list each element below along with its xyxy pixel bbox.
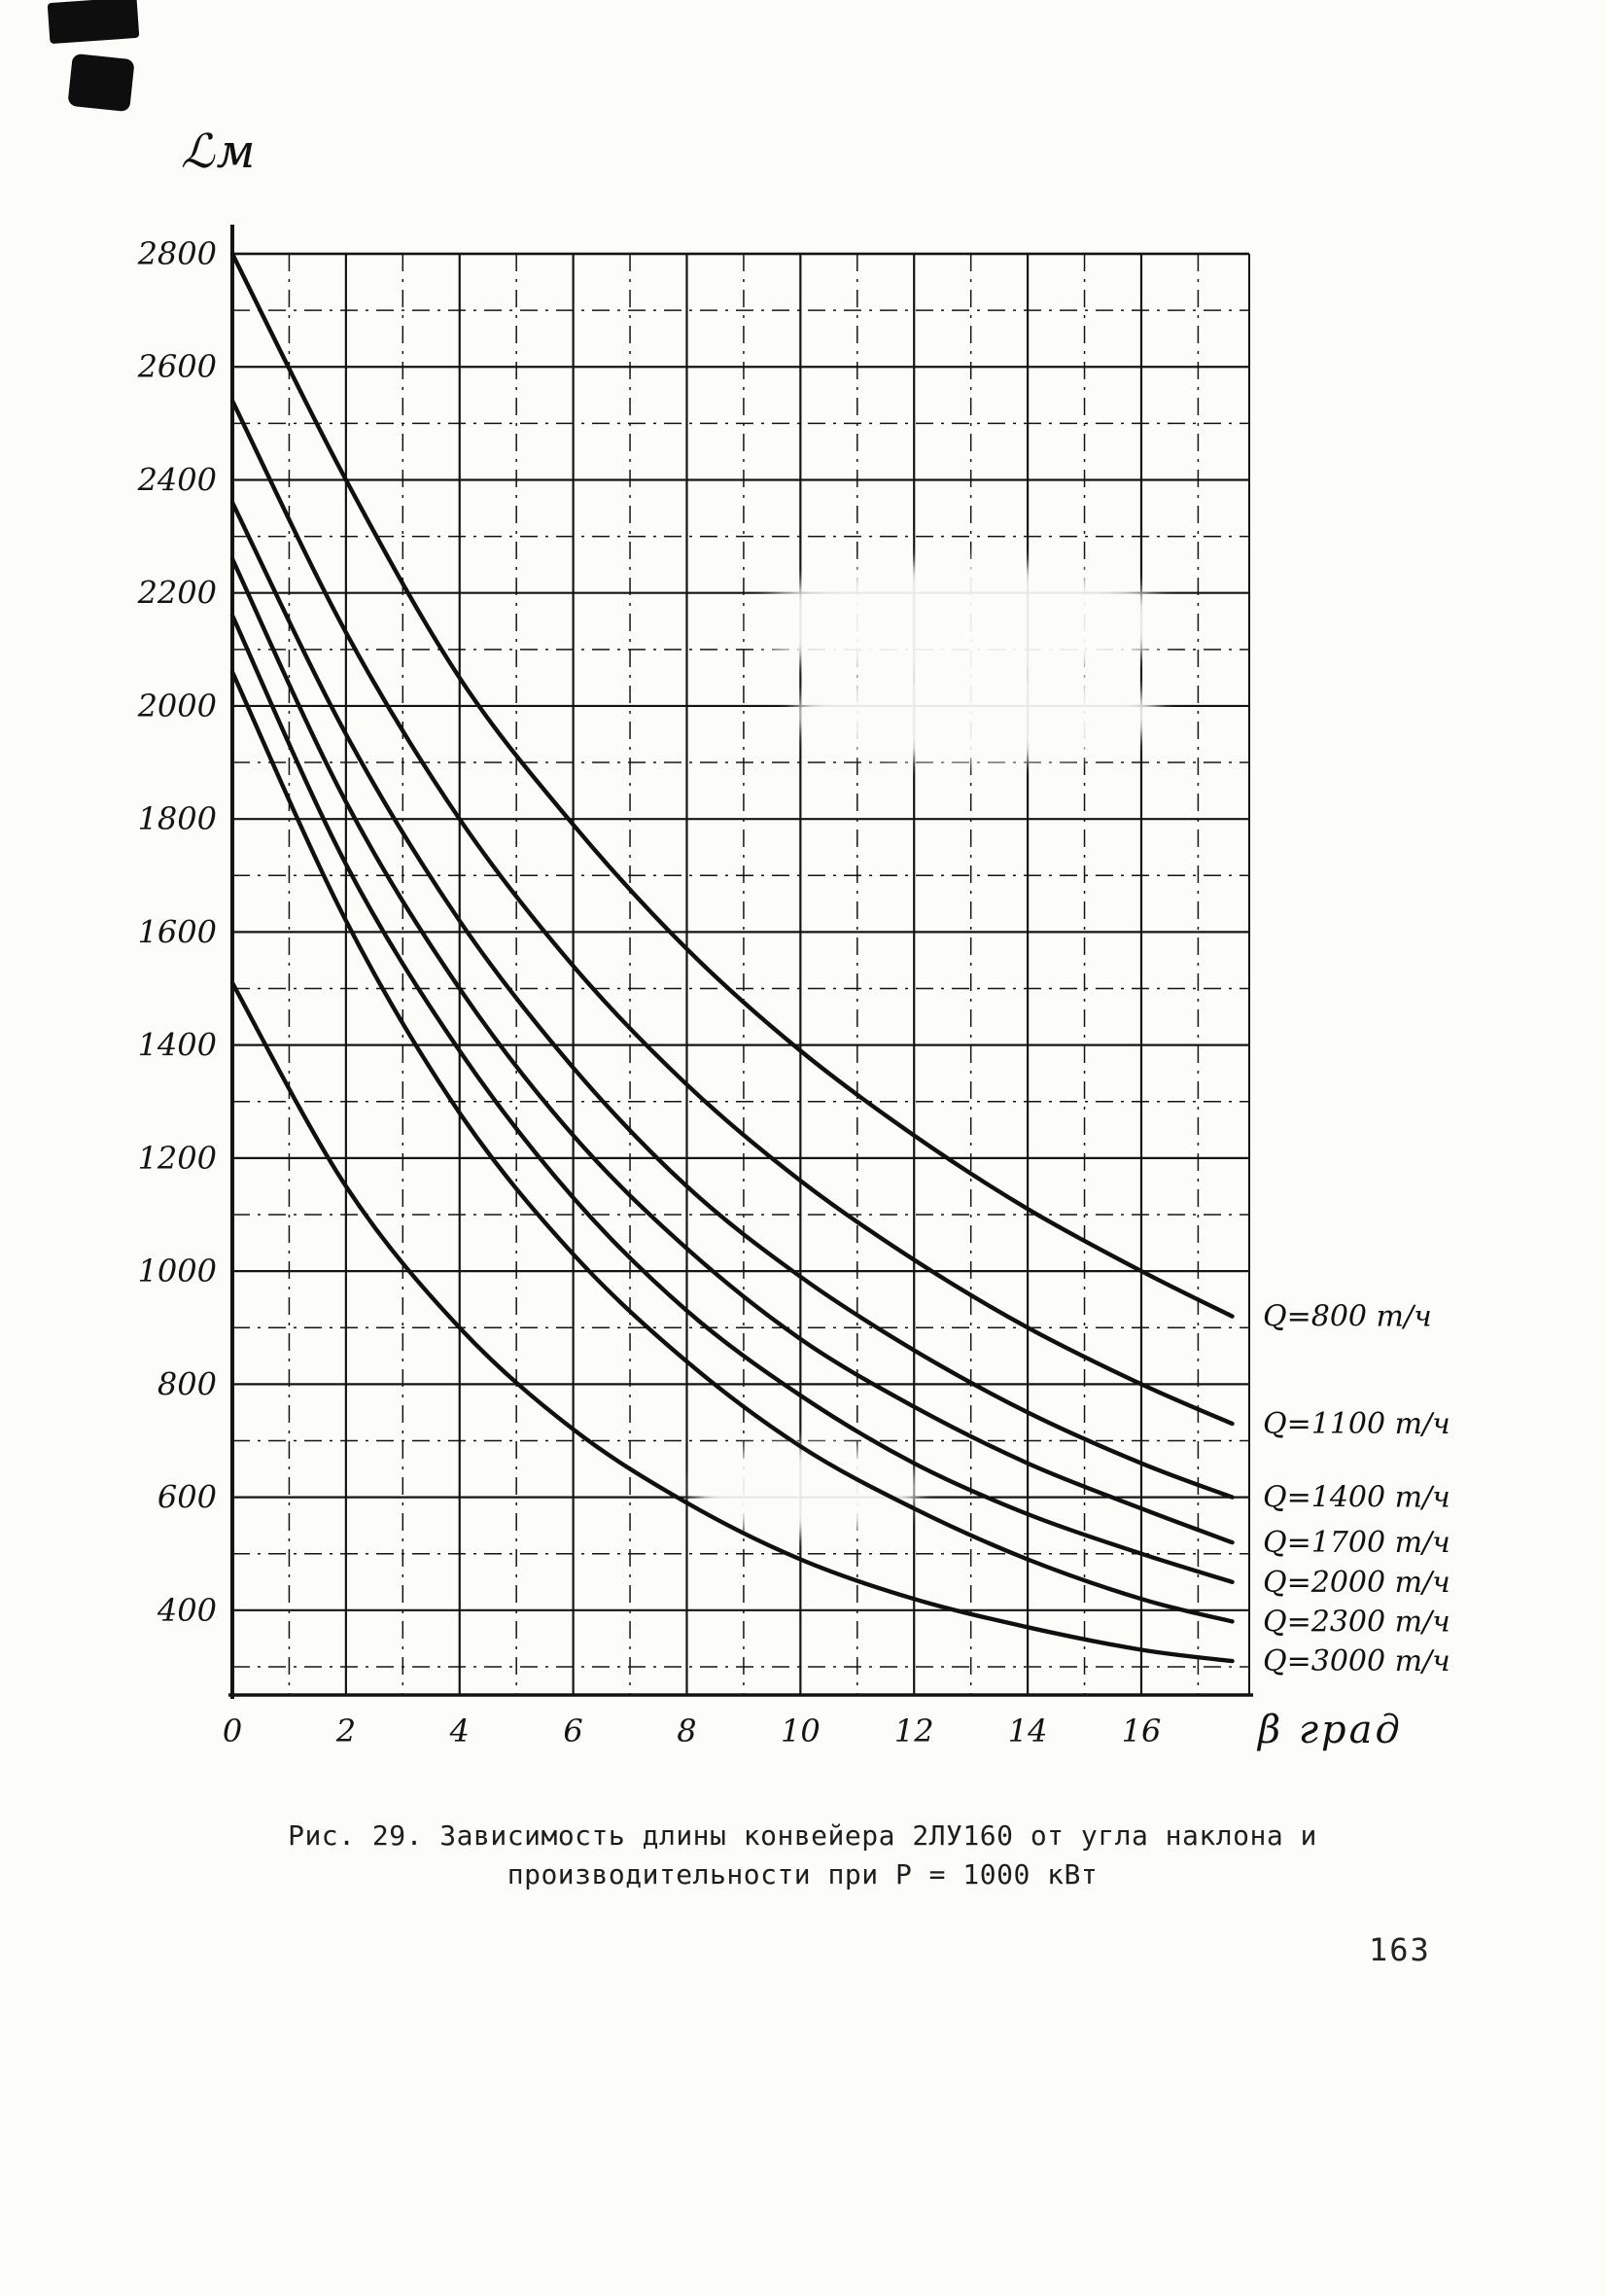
y-tick-label: 2800 bbox=[137, 235, 217, 272]
curve-q-800 bbox=[229, 251, 1235, 1319]
x-tick-label: 0 bbox=[223, 1713, 242, 1749]
y-tick-label: 2600 bbox=[137, 348, 217, 385]
y-tick-label: 1400 bbox=[138, 1027, 217, 1064]
page-number: 163 bbox=[1369, 1931, 1431, 1968]
x-tick-label: 8 bbox=[677, 1713, 696, 1749]
x-tick-label: 12 bbox=[894, 1713, 934, 1749]
y-tick-label: 800 bbox=[157, 1365, 217, 1402]
conveyor-length-vs-angle-chart: 0 2 4 6 8 10 12 14 16 400 600 800 1000 1200 1400 1600 18… bbox=[137, 225, 1450, 1749]
x-tick-label: 4 bbox=[449, 1713, 470, 1749]
curve-q-1100 bbox=[229, 398, 1235, 1427]
curve-label-q-800: Q=800 т/ч bbox=[1263, 1300, 1432, 1334]
x-tick-label: 6 bbox=[563, 1713, 582, 1749]
x-tick-label: 14 bbox=[1008, 1713, 1048, 1749]
x-tick-label: 10 bbox=[781, 1713, 821, 1749]
curve-q-2300 bbox=[229, 669, 1235, 1624]
figure-caption-line2: производительности при Р = 1000 кВт bbox=[507, 1857, 1099, 1890]
curve-q-1700 bbox=[229, 556, 1235, 1545]
curve-label-q-2000: Q=2000 т/ч bbox=[1263, 1566, 1450, 1600]
scan-smudge bbox=[695, 1445, 919, 1535]
scan-smudge bbox=[792, 668, 1162, 761]
curve-q-3000 bbox=[229, 980, 1235, 1664]
scan-smudge bbox=[753, 562, 1171, 683]
y-tick-label: 1800 bbox=[138, 800, 217, 837]
x-tick-label: 2 bbox=[335, 1713, 356, 1749]
x-tick-label: 16 bbox=[1122, 1713, 1162, 1749]
y-tick-label: 2000 bbox=[137, 688, 217, 724]
y-tick-label: 400 bbox=[157, 1592, 217, 1629]
y-tick-label: 2200 bbox=[137, 575, 217, 612]
curve-label-q-2300: Q=2300 т/ч bbox=[1263, 1605, 1450, 1639]
y-tick-label: 600 bbox=[157, 1479, 217, 1516]
curve-label-q-1700: Q=1700 т/ч bbox=[1263, 1526, 1450, 1560]
y-tick-label: 1000 bbox=[138, 1253, 217, 1289]
x-axis-label: β град bbox=[1258, 1708, 1403, 1752]
y-tick-label: 1600 bbox=[138, 913, 217, 950]
curve-label-q-3000: Q=3000 т/ч bbox=[1263, 1644, 1450, 1678]
curve-q-2000 bbox=[229, 613, 1235, 1584]
figure-caption-line1: Рис. 29. Зависимость длины конвейера 2ЛУ… bbox=[288, 1819, 1317, 1852]
y-axis-label: ℒм bbox=[181, 124, 258, 179]
curve-q-1400 bbox=[229, 500, 1235, 1500]
curve-label-q-1400: Q=1400 т/ч bbox=[1263, 1481, 1450, 1515]
curve-label-q-1100: Q=1100 т/ч bbox=[1263, 1407, 1450, 1441]
y-tick-label: 1200 bbox=[138, 1140, 217, 1177]
y-tick-label: 2400 bbox=[137, 461, 217, 498]
figure-caption: Рис. 29. Зависимость длины конвейера 2ЛУ… bbox=[231, 1817, 1374, 1894]
